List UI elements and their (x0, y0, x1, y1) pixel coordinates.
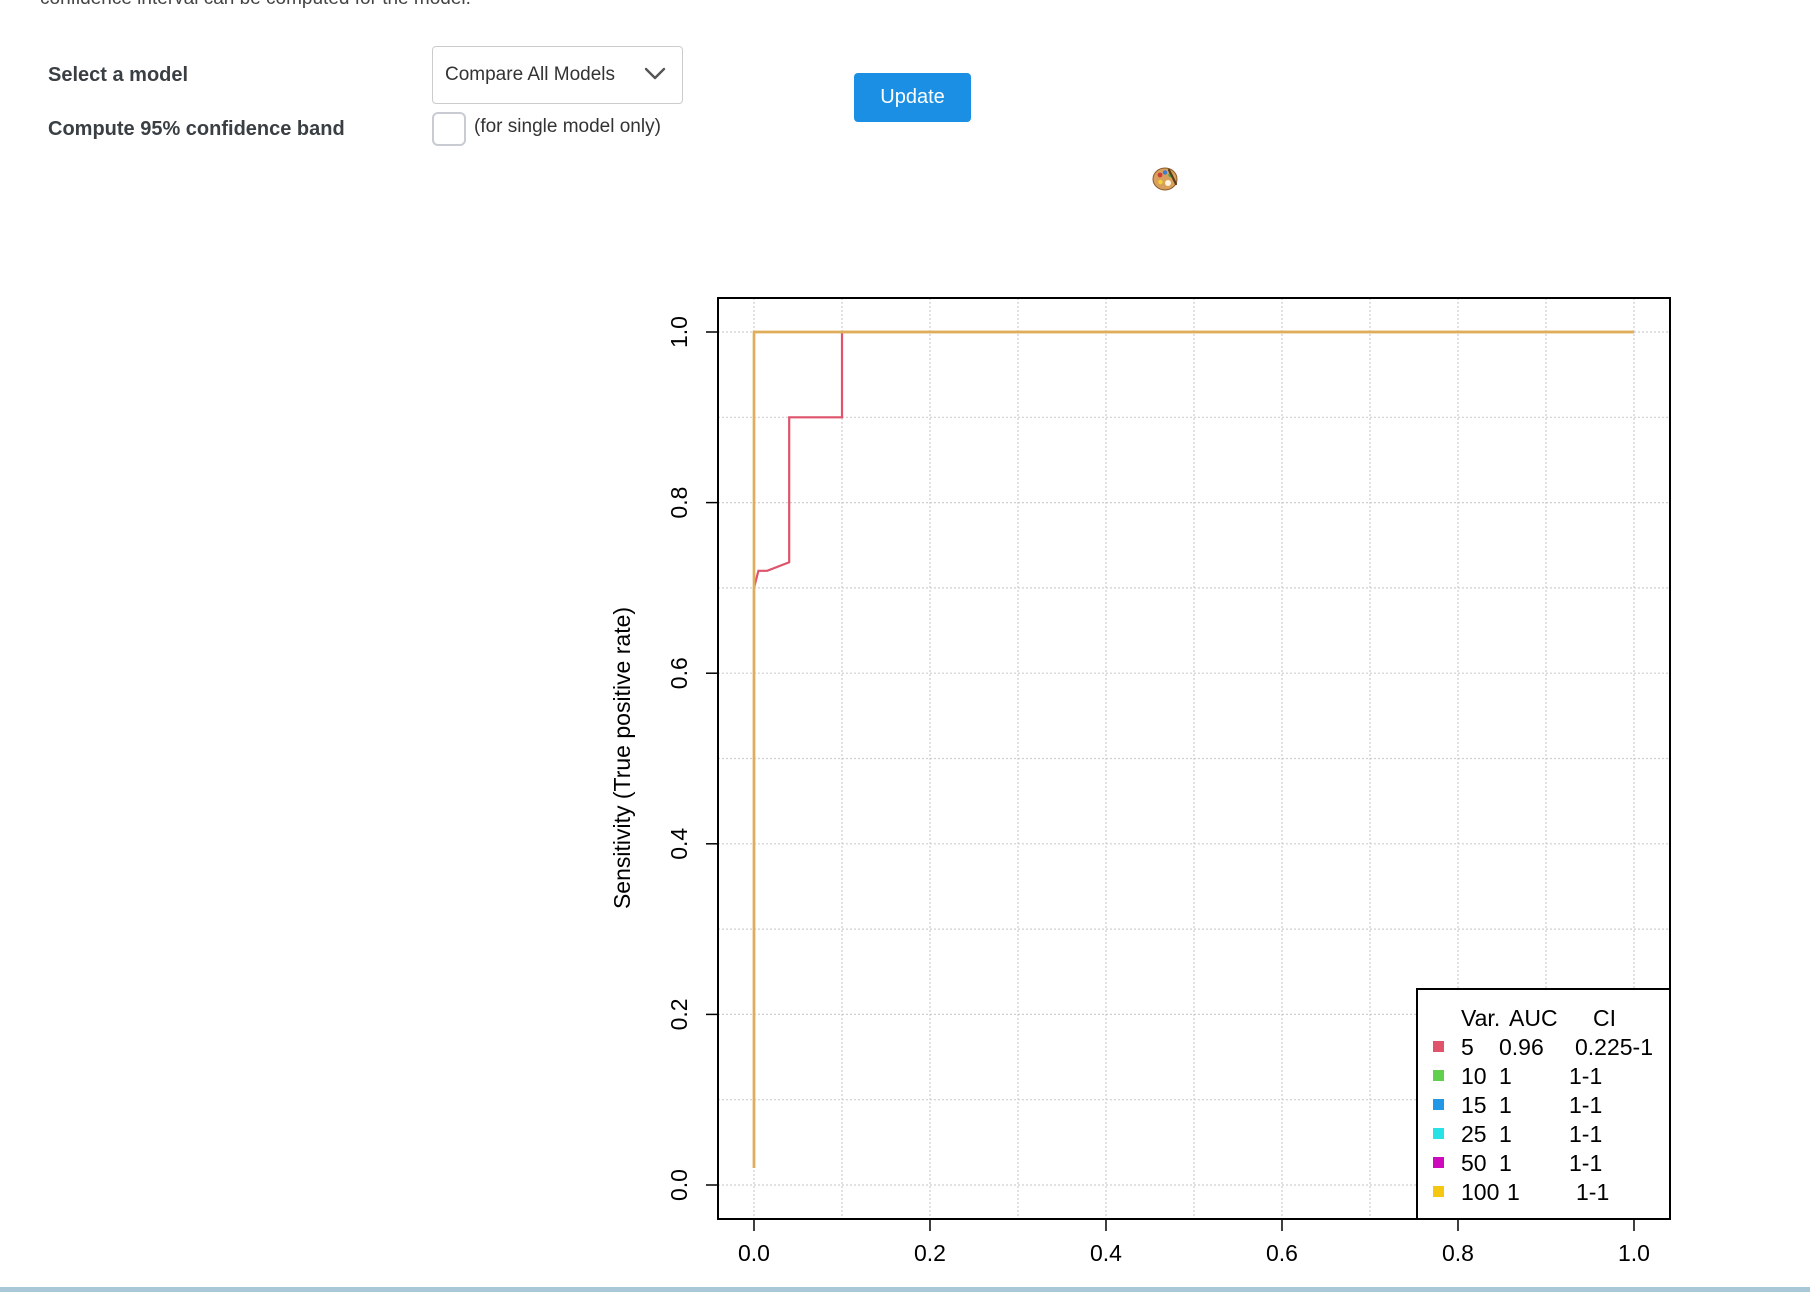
legend-ci: 0.225-1 (1575, 1034, 1653, 1060)
confidence-band-label: Compute 95% confidence band (48, 118, 345, 140)
plot-frame (717, 297, 1671, 1220)
legend-var: 100 (1461, 1179, 1499, 1205)
series-line-5 (752, 330, 1634, 1168)
legend-var: 15 (1461, 1092, 1487, 1118)
legend-swatch-15 (1433, 1099, 1444, 1110)
legend-auc: 1 (1499, 1063, 1512, 1089)
legend-swatch-25 (1433, 1128, 1444, 1139)
legend-swatch-100 (1433, 1186, 1444, 1197)
x-tick-label: 0.2 (914, 1240, 946, 1266)
select-model-label: Select a model (48, 64, 189, 86)
chevron-down-icon (644, 65, 666, 87)
intro-text: confidence interval can be computed for … (40, 0, 471, 10)
legend-var: 50 (1461, 1150, 1487, 1176)
legend-header-var: Var. (1461, 1005, 1500, 1031)
legend-ci: 1-1 (1569, 1121, 1602, 1147)
palette-icon (1152, 166, 1178, 197)
y-tick-label: 1.0 (666, 316, 692, 348)
confidence-band-checkbox[interactable] (432, 112, 466, 146)
y-tick-label: 0.0 (666, 1169, 692, 1201)
legend-auc: 1 (1499, 1121, 1512, 1147)
x-tick-label: 0.4 (1090, 1240, 1122, 1266)
model-select-value: Compare All Models (445, 64, 616, 85)
legend-var: 25 (1461, 1121, 1487, 1147)
legend-box (1416, 988, 1671, 1220)
y-tick-label: 0.2 (666, 998, 692, 1030)
legend-var: 5 (1461, 1034, 1474, 1060)
x-tick-label: 0.0 (738, 1240, 770, 1266)
legend-auc: 1 (1507, 1179, 1520, 1205)
bottom-divider (0, 1287, 1810, 1292)
legend-swatch-10 (1433, 1070, 1444, 1081)
legend-ci: 1-1 (1569, 1063, 1602, 1089)
legend-swatch-50 (1433, 1157, 1444, 1168)
legend-var: 10 (1461, 1063, 1487, 1089)
y-axis-label: Sensitivity (True positive rate) (609, 607, 635, 909)
legend-swatch-5 (1433, 1041, 1444, 1052)
chart-series (752, 330, 1634, 1168)
model-select[interactable]: Compare All Models (432, 46, 683, 104)
legend-ci: 1-1 (1569, 1092, 1602, 1118)
legend-auc: 0.96 (1499, 1034, 1544, 1060)
legend-ci: 1-1 (1569, 1150, 1602, 1176)
legend-auc: 1 (1499, 1150, 1512, 1176)
legend-header-ci: CI (1593, 1005, 1616, 1031)
legend-auc: 1 (1499, 1092, 1512, 1118)
series-line-100 (752, 330, 1634, 1168)
x-tick-label: 0.6 (1266, 1240, 1298, 1266)
y-tick-label: 0.4 (666, 828, 692, 860)
x-tick-label: 0.8 (1442, 1240, 1474, 1266)
confidence-band-note: (for single model only) (474, 116, 661, 137)
legend-header-auc: AUC (1509, 1005, 1558, 1031)
chart-axes: 0.0 0.2 0.4 0.6 0.8 1.0 0.0 0.2 0.4 0.6 0.8 1.0 Sens… (609, 297, 1671, 1266)
y-tick-label: 0.8 (666, 487, 692, 519)
chart-legend: Var. AUC CI 5 0.96 0.225-1 10 1 1-1 15 1 1-1 25 1 1-1 5… (1416, 988, 1671, 1220)
chart-grid (718, 298, 1670, 1219)
y-tick-label: 0.6 (666, 657, 692, 689)
x-tick-label: 1.0 (1618, 1240, 1650, 1266)
update-button[interactable]: Update (854, 73, 971, 122)
legend-ci: 1-1 (1576, 1179, 1609, 1205)
